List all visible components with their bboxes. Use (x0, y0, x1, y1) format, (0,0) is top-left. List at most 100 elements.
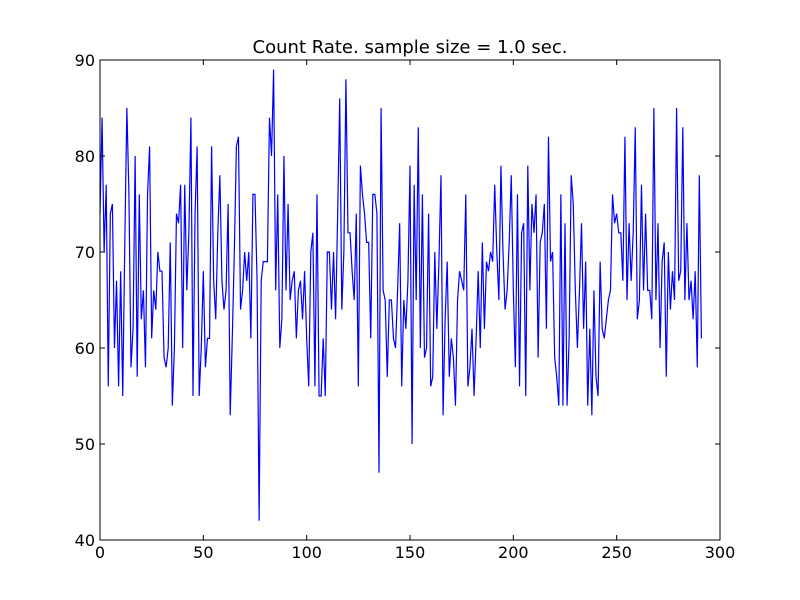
data-point (308, 386, 309, 387)
data-point (219, 175, 220, 176)
data-point (583, 328, 584, 329)
data-point (186, 290, 187, 291)
data-point (606, 319, 607, 320)
data-point (178, 223, 179, 224)
data-point (678, 280, 679, 281)
data-point (337, 213, 338, 214)
data-point (664, 242, 665, 243)
data-point (670, 309, 671, 310)
data-point (366, 242, 367, 243)
data-point (420, 347, 421, 348)
data-point (544, 203, 545, 204)
data-point (442, 415, 443, 416)
data-point (655, 299, 656, 300)
data-point (405, 328, 406, 329)
data-point (300, 280, 301, 281)
data-point (676, 107, 677, 108)
data-point (649, 290, 650, 291)
data-point (145, 367, 146, 368)
data-point (259, 520, 260, 521)
x-tick-label: 250 (601, 543, 632, 562)
data-point (480, 347, 481, 348)
y-tick-label: 80 (75, 147, 95, 166)
data-point (399, 223, 400, 224)
data-point (201, 347, 202, 348)
data-point (364, 213, 365, 214)
data-point (141, 319, 142, 320)
data-point (453, 357, 454, 358)
data-point (577, 347, 578, 348)
data-point (387, 376, 388, 377)
data-point (358, 386, 359, 387)
data-point (697, 367, 698, 368)
data-point (248, 251, 249, 252)
data-point (194, 213, 195, 214)
data-point (430, 386, 431, 387)
data-point (525, 395, 526, 396)
data-point (230, 415, 231, 416)
data-point (244, 251, 245, 252)
data-point (132, 328, 133, 329)
data-point (267, 261, 268, 262)
data-point (686, 223, 687, 224)
data-point (531, 203, 532, 204)
data-point (457, 299, 458, 300)
data-point (207, 338, 208, 339)
data-point (197, 146, 198, 147)
data-point (168, 347, 169, 348)
data-point (281, 319, 282, 320)
data-point (672, 271, 673, 272)
data-point (203, 271, 204, 272)
data-point (535, 194, 536, 195)
data-point (184, 184, 185, 185)
data-point (393, 338, 394, 339)
data-point (500, 165, 501, 166)
data-point (469, 367, 470, 368)
data-point (558, 405, 559, 406)
data-point (316, 194, 317, 195)
data-point (159, 271, 160, 272)
data-point (502, 251, 503, 252)
data-point (283, 155, 284, 156)
data-point (155, 309, 156, 310)
data-point (666, 376, 667, 377)
data-point (199, 395, 200, 396)
data-point (101, 117, 102, 118)
data-point (234, 251, 235, 252)
data-point (153, 290, 154, 291)
data-point (546, 328, 547, 329)
data-point (135, 155, 136, 156)
y-tick-label: 90 (75, 51, 95, 70)
data-point (345, 79, 346, 80)
data-point (401, 386, 402, 387)
data-point (447, 261, 448, 262)
data-point (548, 136, 549, 137)
data-point (622, 280, 623, 281)
data-point (643, 290, 644, 291)
data-point (653, 107, 654, 108)
data-point (327, 251, 328, 252)
data-point (236, 146, 237, 147)
series-layer (99, 69, 702, 521)
data-point (482, 242, 483, 243)
data-point (292, 280, 293, 281)
y-tick-label: 50 (75, 435, 95, 454)
data-point (279, 347, 280, 348)
data-point (571, 175, 572, 176)
x-tick-label: 200 (498, 543, 529, 562)
data-point (569, 338, 570, 339)
data-point (626, 299, 627, 300)
data-point (304, 271, 305, 272)
data-point (494, 184, 495, 185)
data-point (511, 175, 512, 176)
data-point (211, 146, 212, 147)
data-point (496, 251, 497, 252)
data-point (436, 328, 437, 329)
data-point (659, 347, 660, 348)
data-point (473, 395, 474, 396)
data-point (302, 319, 303, 320)
data-point (273, 69, 274, 70)
data-point (403, 299, 404, 300)
data-point (188, 232, 189, 233)
data-point (426, 347, 427, 348)
